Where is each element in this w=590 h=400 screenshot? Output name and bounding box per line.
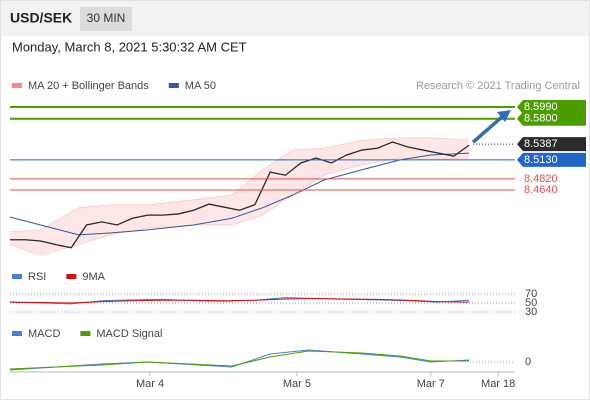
interval-label[interactable]: 30 MIN [87,11,126,25]
level-label: 8.5387 [524,138,558,150]
legend-label: MA 50 [185,80,216,92]
level-tag [517,100,586,115]
y-tick-label: 50 [525,297,537,309]
legend-swatch [12,83,22,88]
band-edge [9,137,470,233]
symbol: USD/SEK [10,10,72,26]
series-line [9,297,470,304]
legend-label: MACD Signal [96,328,162,340]
legend-label: RSI [28,271,46,283]
band-edge [9,157,470,256]
x-tick-label: Mar 18 [481,378,515,390]
level-label: 8.5130 [524,154,558,166]
timestamp: Monday, March 8, 2021 5:30:32 AM CET [12,39,247,54]
level-label: 8.4820 [524,173,558,185]
credit: Research © 2021 Trading Central [416,80,580,92]
arrow [471,114,505,144]
series-line [9,350,470,370]
legend-label: MACD [28,328,60,340]
legend-swatch [12,274,22,279]
legend-label: MA 20 + Bollinger Bands [28,80,149,92]
price-line [10,141,470,249]
level-tag [517,152,586,167]
legend-swatch [168,83,179,88]
legend-swatch [12,331,22,336]
bollinger-band [10,137,470,256]
x-tick-label: Mar 7 [417,378,445,390]
legend-swatch [66,274,77,279]
level-tag [517,137,586,152]
x-tick-label: Mar 5 [283,378,311,390]
interval-button[interactable] [80,7,132,31]
level-label: 8.5990 [524,101,558,113]
y-tick-label: 0 [525,356,531,368]
y-tick-label: 70 [525,288,537,300]
series-line [9,152,470,236]
x-tick-label: Mar 4 [136,378,164,390]
level-label: 8.4640 [524,184,558,196]
level-label: 8.5800 [524,113,558,125]
arrow-head [497,110,511,123]
legend-swatch [80,331,91,336]
legend-label: 9MA [82,271,105,283]
y-tick-label: 30 [525,306,537,318]
level-tag [517,111,586,126]
